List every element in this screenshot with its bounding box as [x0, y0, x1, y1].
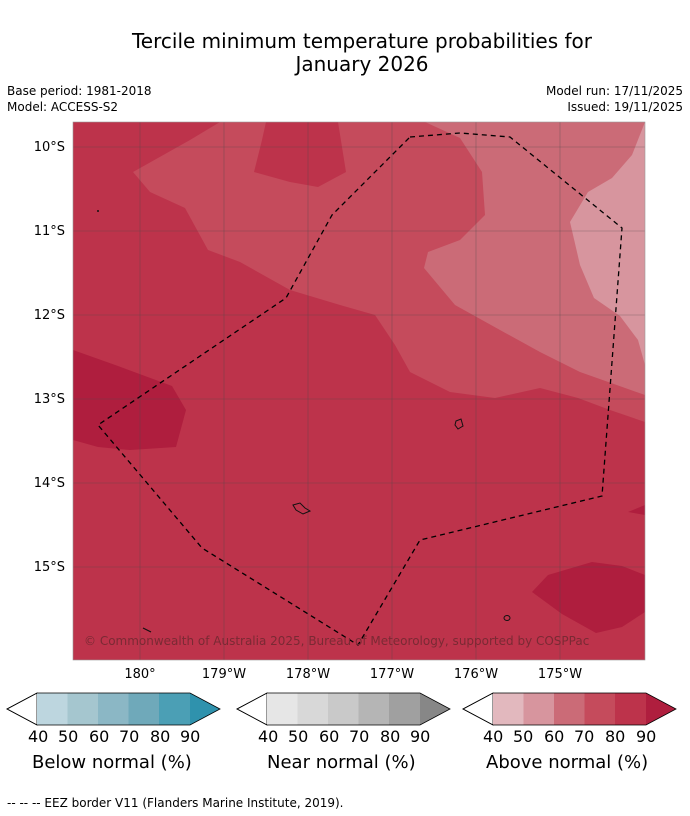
tick-label: 50 [58, 727, 79, 746]
issued-date: Issued: 19/11/2025 [567, 100, 683, 114]
tick-label: 60 [544, 727, 565, 746]
lon-label: 180° [124, 667, 155, 682]
meta-right: Model run: 17/11/2025 Issued: 19/11/2025 [546, 83, 683, 115]
lat-label: 14°S [34, 476, 65, 491]
chart-title: Tercile minimum temperature probabilitie… [0, 30, 690, 76]
tick-label: 90 [180, 727, 201, 746]
island-southeast [503, 615, 511, 621]
colorbar-above-swatch [615, 693, 646, 725]
lat-label: 15°S [34, 560, 65, 575]
tick-label: 80 [150, 727, 171, 746]
colorbar-below-swatch [37, 693, 68, 725]
lat-label: 13°S [34, 392, 65, 407]
colorbar-below-max-arrow [190, 693, 220, 725]
island-southwest [142, 627, 152, 633]
tick-label: 70 [349, 727, 370, 746]
title-line-2: January 2026 [295, 52, 429, 76]
tick-label: 70 [574, 727, 595, 746]
lon-label: 176°W [454, 667, 498, 682]
tick-label: 40 [28, 727, 49, 746]
colorbar-above-swatch [493, 693, 524, 725]
colorbar-above-min-arrow [462, 692, 494, 726]
base-period: Base period: 1981-2018 [7, 84, 152, 98]
colorbar-near-swatch [358, 693, 389, 725]
lat-label: 10°S [34, 140, 65, 155]
model-run: Model run: 17/11/2025 [545, 84, 683, 98]
colorbar-above-swatch [523, 693, 554, 725]
colorbar-near-swatch [328, 693, 359, 725]
tick-label: 90 [410, 727, 431, 746]
colorbar-above-max-arrow [646, 693, 676, 725]
colorbar-above-label: Above normal (%) [486, 752, 649, 773]
lon-labels: 180° 179°W 178°W 177°W 176°W 175°W [124, 667, 582, 682]
tick-label: 60 [89, 727, 110, 746]
colorbar-above-swatch [584, 693, 615, 725]
colorbar-near-swatch [389, 693, 420, 725]
lat-labels: 10°S 11°S 12°S 13°S 14°S 15°S [34, 140, 65, 575]
island-uvea [454, 418, 464, 430]
tick-label: 50 [513, 727, 534, 746]
colorbar-below-swatch [128, 693, 159, 725]
colorbar-below-min-arrow [6, 692, 38, 726]
lat-label: 11°S [34, 224, 65, 239]
colorbar-below [6, 692, 221, 726]
colorbar-above-swatch [554, 693, 585, 725]
map[interactable]: © Commonwealth of Australia 2025, Bureau… [0, 0, 690, 690]
copyright-text: © Commonwealth of Australia 2025, Bureau… [84, 634, 589, 648]
eez-border [97, 132, 623, 646]
tick-label: 90 [636, 727, 657, 746]
region-80-north [254, 122, 346, 187]
region-50-60 [570, 122, 645, 365]
colorbar-near-label: Near normal (%) [267, 752, 416, 773]
colorbar-below-swatch [98, 693, 129, 725]
colorbar-below-swatch [159, 693, 190, 725]
tick-label: 60 [319, 727, 340, 746]
probability-fill [73, 122, 645, 660]
colorbars [6, 692, 677, 726]
tick-label: 80 [380, 727, 401, 746]
region-90-west [73, 350, 186, 450]
tick-label: 40 [483, 727, 504, 746]
tick-label: 80 [605, 727, 626, 746]
island-northwest [97, 210, 99, 212]
lon-label: 178°W [286, 667, 330, 682]
tick-label: 50 [288, 727, 309, 746]
eez-legend: -- -- -- EEZ border V11 (Flanders Marine… [7, 796, 344, 810]
map-frame [72, 121, 646, 661]
lat-label: 12°S [34, 308, 65, 323]
region-90-east-edge [628, 505, 645, 515]
colorbar-near-min-arrow [236, 692, 268, 726]
meta-left: Base period: 1981-2018 Model: ACCESS-S2 [7, 83, 152, 115]
lon-label: 179°W [202, 667, 246, 682]
title-line-1: Tercile minimum temperature probabilitie… [131, 29, 593, 53]
tick-label: 40 [258, 727, 279, 746]
lon-label: 175°W [538, 667, 582, 682]
colorbar-near-swatch [267, 693, 298, 725]
colorbar-above [462, 692, 677, 726]
gridlines [73, 122, 645, 660]
island-futuna [292, 502, 312, 515]
colorbar-below-label: Below normal (%) [32, 752, 192, 773]
tick-label: 70 [119, 727, 140, 746]
colorbar-near [236, 692, 451, 726]
colorbar-near-swatch [297, 693, 328, 725]
colorbar-near-max-arrow [420, 693, 450, 725]
model-name: Model: ACCESS-S2 [7, 100, 119, 114]
lon-label: 177°W [370, 667, 414, 682]
region-60-70 [424, 122, 645, 395]
colorbar-below-swatch [67, 693, 98, 725]
